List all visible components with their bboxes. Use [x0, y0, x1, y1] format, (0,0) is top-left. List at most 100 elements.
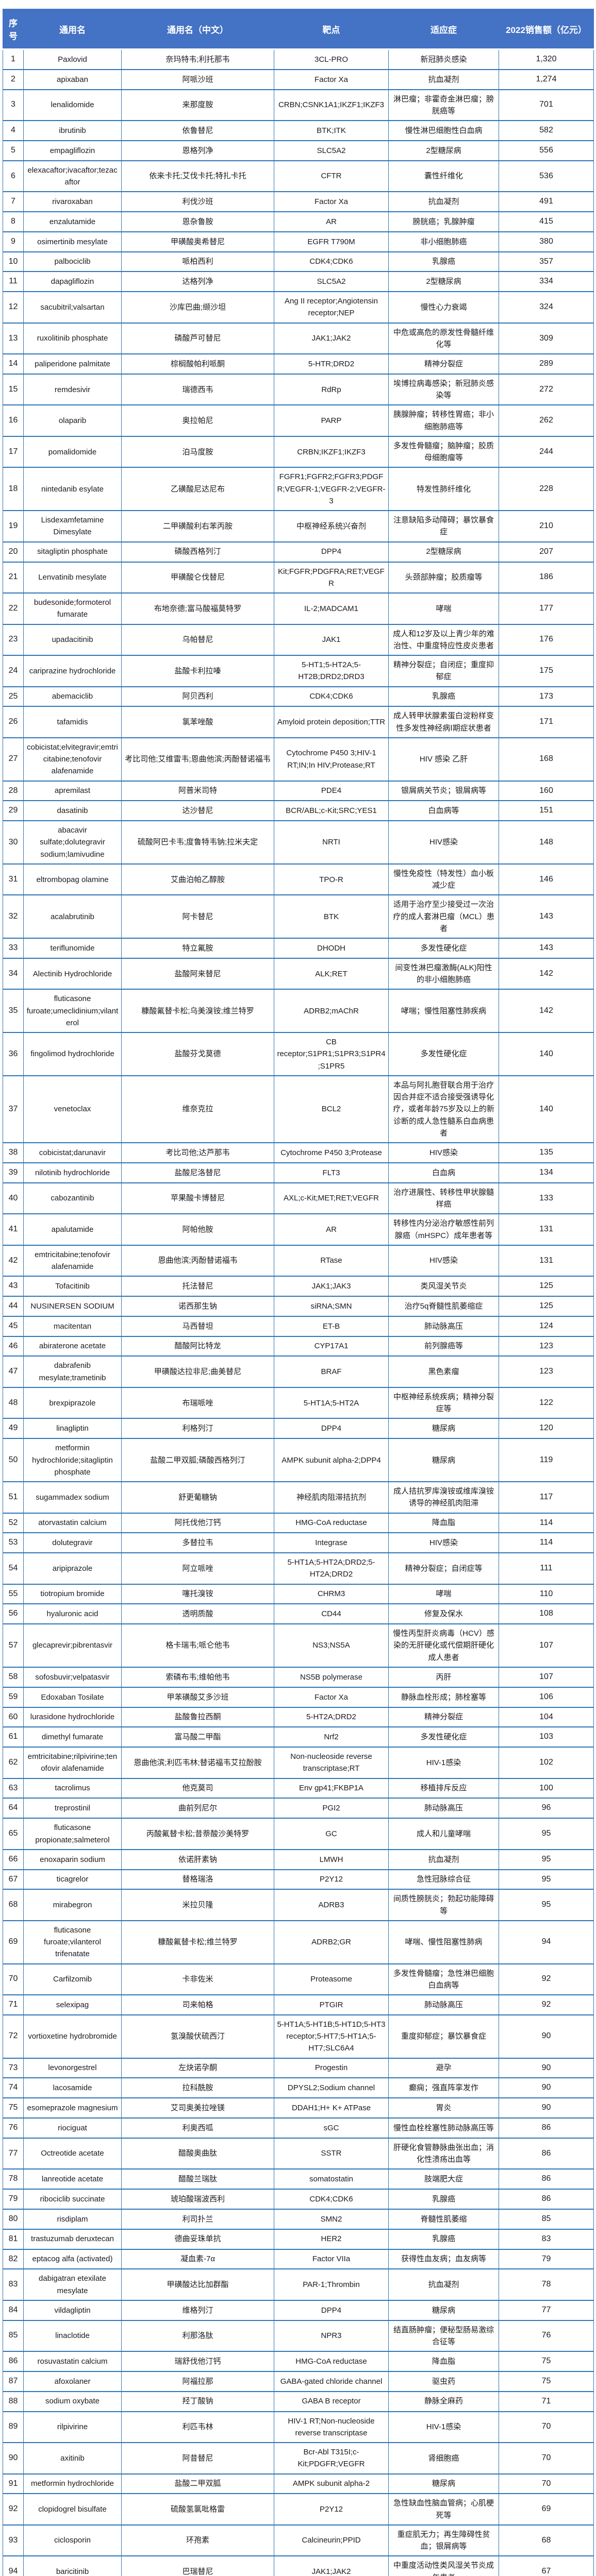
cell-index: 59 — [3, 1686, 24, 1708]
cell-index: 24 — [3, 655, 24, 687]
cell-chinese-name: 利匹韦林 — [121, 2411, 274, 2443]
cell-index: 14 — [3, 353, 24, 375]
cell-target: Cytochrome P450 3;HIV-1 RT;IN;In HIV;Pro… — [274, 737, 389, 782]
cell-index: 33 — [3, 938, 24, 959]
cell-sales: 142 — [499, 957, 594, 990]
cell-index: 45 — [3, 1315, 24, 1337]
cell-index: 40 — [3, 1182, 24, 1215]
cell-target: NRTI — [274, 820, 389, 865]
cell-generic-name: brexpiprazole — [23, 1386, 122, 1419]
cell-indication: 肝硬化食管静脉曲张出血；消化性溃疡出血等 — [388, 2137, 499, 2170]
cell-target: CFTR — [274, 160, 389, 193]
cell-indication: 转移性内分泌治疗敏感性前列腺癌（mHSPC）成年患者等 — [388, 1213, 499, 1246]
cell-generic-name: Paxlovid — [23, 48, 122, 70]
cell-indication: 黑色素瘤 — [388, 1355, 499, 1388]
cell-chinese-name: 富马酸二甲酯 — [121, 1726, 274, 1748]
cell-index: 87 — [3, 2370, 24, 2392]
cell-indication: 糖尿病 — [388, 1438, 499, 1483]
cell-sales: 123 — [499, 1355, 594, 1388]
cell-generic-name: ribociclib succinate — [23, 2189, 122, 2210]
cell-chinese-name: 甲磺酸达拉非尼;曲美替尼 — [121, 1355, 274, 1388]
cell-target: DPYSL2;Sodium channel — [274, 2077, 389, 2099]
table-row: 32 acalabrutinib 阿卡替尼 BTK 适用于治疗至少接受过一次治疗的成人套… — [3, 894, 594, 939]
table-row: 64 treprostinil 曲前列尼尔 PGI2 肺动脉高压 96 — [3, 1798, 594, 1819]
cell-indication: 类风湿关节炎 — [388, 1276, 499, 1297]
cell-sales: 92 — [499, 1994, 594, 2015]
cell-index: 88 — [3, 2391, 24, 2412]
cell-generic-name: linaclotide — [23, 2319, 122, 2352]
cell-target: PDE4 — [274, 780, 389, 802]
cell-sales: 83 — [499, 2228, 594, 2250]
cell-indication: 治疗5q脊髓性肌萎缩症 — [388, 1296, 499, 1317]
header-col-chinese-name: 通用名（中文） — [121, 9, 274, 50]
cell-indication: 慢性心力衰竭 — [388, 291, 499, 324]
cell-indication: 抗血凝剂 — [388, 69, 499, 90]
cell-index: 12 — [3, 291, 24, 324]
header-col-sales-2022: 2022销售额（亿元） — [499, 9, 594, 50]
table-row: 13 ruxolitinib phosphate 磷酸芦可替尼 JAK1;JAK2 中危… — [3, 322, 594, 355]
cell-generic-name: hyaluronic acid — [23, 1603, 122, 1625]
cell-indication: 糖尿病 — [388, 1418, 499, 1439]
cell-generic-name: selexipag — [23, 1994, 122, 2015]
cell-sales: 186 — [499, 561, 594, 594]
cell-indication: 乳腺癌 — [388, 686, 499, 707]
cell-indication: 新冠肺炎感染 — [388, 48, 499, 70]
table-row: 92 clopidogrel bisulfate 硫酸氢氯吡格雷 P2Y12 急性缺血性… — [3, 2493, 594, 2526]
table-row: 80 risdiplam 利司扑兰 SMN2 脊髓性肌萎缩 85 — [3, 2208, 594, 2230]
cell-indication: 2型糖尿病 — [388, 541, 499, 563]
cell-chinese-name: 凝血素-7α — [121, 2248, 274, 2270]
cell-index: 1 — [3, 48, 24, 70]
cell-sales: 86 — [499, 2168, 594, 2190]
cell-chinese-name: 马西替坦 — [121, 1315, 274, 1337]
cell-indication: 多发性硬化症 — [388, 938, 499, 959]
table-row: 16 olaparib 奥拉帕尼 PARP 胰腺肿瘤；转移性胃癌；非小细胞肺癌等 262 — [3, 404, 594, 437]
cell-indication: 移植排斥反应 — [388, 1777, 499, 1799]
cell-indication: 修复及保水 — [388, 1603, 499, 1625]
cell-target: BRAF — [274, 1355, 389, 1388]
cell-target: RdRp — [274, 373, 389, 406]
cell-target: Cytochrome P450 3;Protease — [274, 1142, 389, 1163]
cell-generic-name: cariprazine hydrochloride — [23, 655, 122, 687]
table-row: 34 Alectinib Hydrochloride 盐酸阿来替尼 ALK;RET 间变… — [3, 957, 594, 990]
cell-generic-name: acalabrutinib — [23, 894, 122, 939]
cell-target: JAK1;JAK2 — [274, 2555, 389, 2576]
cell-sales: 135 — [499, 1142, 594, 1163]
cell-chinese-name: 丙酸氟替卡松;昔萘酸沙美特罗 — [121, 1818, 274, 1850]
cell-chinese-name: 依来卡托;艾伐卡托;特扎卡托 — [121, 160, 274, 193]
table-row: 45 macitentan 马西替坦 ET-B 肺动脉高压 124 — [3, 1315, 594, 1337]
cell-generic-name: cabozantinib — [23, 1182, 122, 1215]
cell-indication: 慢性免疫性（特发性）血小板减少症 — [388, 863, 499, 896]
cell-target: HIV-1 RT;Non-nucleoside reverse transcri… — [274, 2411, 389, 2443]
cell-index: 29 — [3, 800, 24, 822]
cell-target: JAK1;JAK3 — [274, 1276, 389, 1297]
cell-target: siRNA;SMN — [274, 1296, 389, 1317]
table-row: 84 vildagliptin 维格列汀 DPP4 糖尿病 77 — [3, 2299, 594, 2321]
cell-index: 53 — [3, 1532, 24, 1554]
cell-target: NS3;NS5A — [274, 1623, 389, 1668]
cell-generic-name: clopidogrel bisulfate — [23, 2493, 122, 2526]
cell-chinese-name: 左炔诺孕酮 — [121, 2057, 274, 2079]
cell-sales: 207 — [499, 541, 594, 563]
cell-sales: 125 — [499, 1276, 594, 1297]
cell-index: 36 — [3, 1032, 24, 1076]
cell-chinese-name: 乙磺酸尼达尼布 — [121, 467, 274, 512]
cell-indication: 肺动脉高压 — [388, 1798, 499, 1819]
table-row: 83 dabigatran etexilate mesylate 甲磺酸达比加群酯 P… — [3, 2268, 594, 2301]
cell-indication: 重症肌无力；再生障碍性贫血；银屑病等 — [388, 2524, 499, 2557]
cell-indication: 间变性淋巴瘤激酶(ALK)阳性的非小细胞肺癌 — [388, 957, 499, 990]
table-row: 35 fluticasone furoate;umeclidinium;vilan… — [3, 989, 594, 1033]
table-row: 6 elexacaftor;ivacaftor;tezacaftor 依来卡托;艾伐… — [3, 160, 594, 193]
cell-sales: 90 — [499, 2077, 594, 2099]
cell-index: 15 — [3, 373, 24, 406]
cell-sales: 175 — [499, 655, 594, 687]
cell-indication: 精神分裂症 — [388, 353, 499, 375]
cell-indication: 哮喘、慢性阻塞性肺病 — [388, 1920, 499, 1964]
cell-chinese-name: 他克莫司 — [121, 1777, 274, 1799]
cell-indication: 多发性骨髓瘤；脑肿瘤；胶质母细胞瘤等 — [388, 435, 499, 468]
cell-indication: 哮喘 — [388, 592, 499, 625]
cell-index: 83 — [3, 2268, 24, 2301]
cell-sales: 70 — [499, 2442, 594, 2475]
cell-sales: 90 — [499, 2014, 594, 2059]
cell-indication: 乳腺癌 — [388, 2228, 499, 2250]
cell-sales: 171 — [499, 706, 594, 738]
